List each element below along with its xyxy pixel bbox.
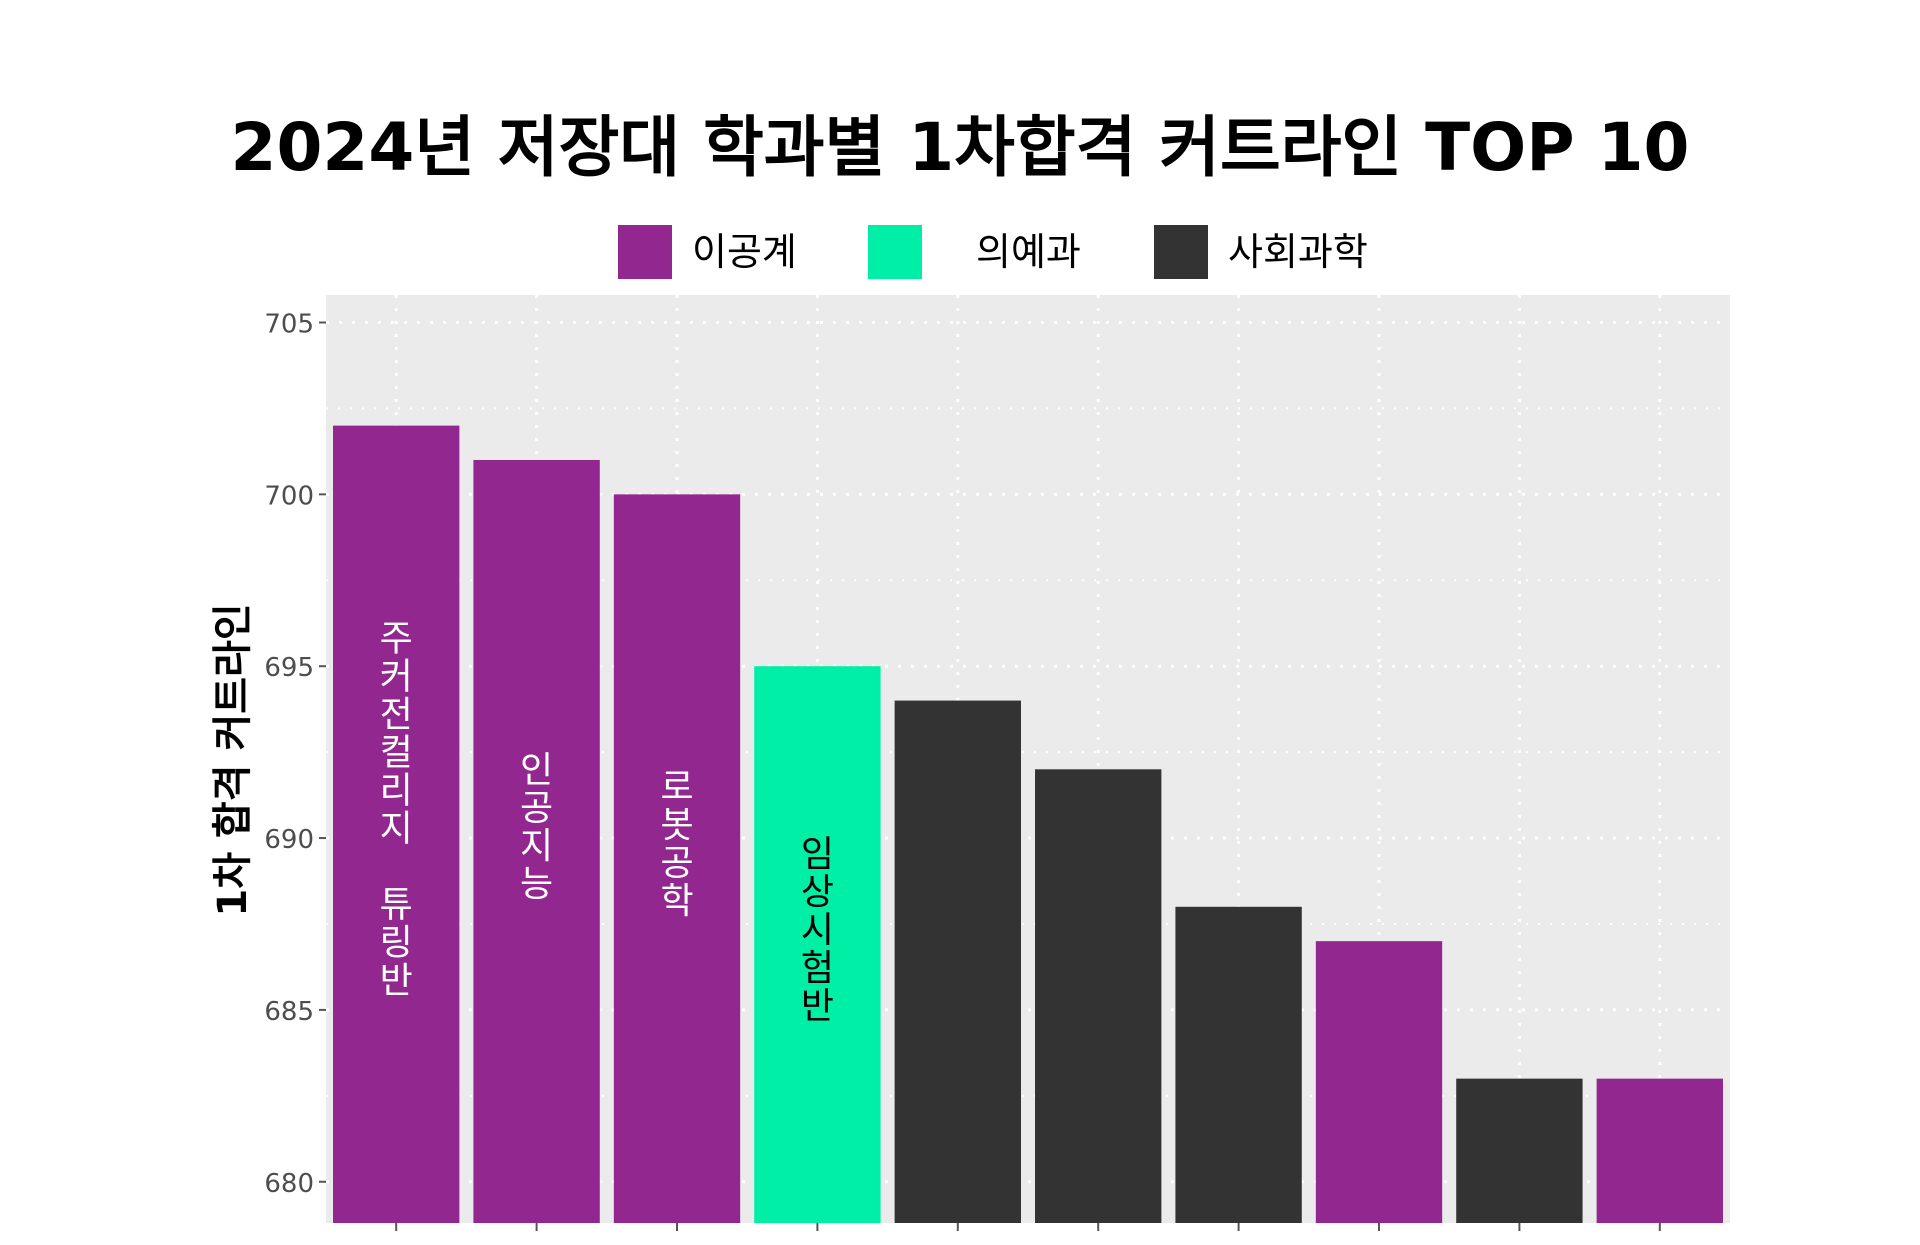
y-axis: 680 685 690 695 700 705 <box>264 309 326 1199</box>
bar <box>1596 1078 1723 1223</box>
bar <box>473 459 600 1223</box>
legend-swatch <box>618 225 672 279</box>
legend-label: 의예과 <box>976 230 1081 274</box>
legend-label: 사회과학 <box>1228 230 1368 274</box>
y-tick-label: 690 <box>264 825 314 855</box>
bar <box>894 700 1021 1223</box>
bar <box>333 425 460 1223</box>
legend-swatch <box>1154 225 1208 279</box>
chart-title: 2024년 저장대 학과별 1차합격 커트라인 TOP 10 <box>231 109 1690 186</box>
bar <box>754 666 881 1223</box>
y-tick-label: 705 <box>264 309 314 339</box>
bar <box>1315 941 1443 1223</box>
bar <box>613 494 741 1223</box>
x-axis <box>395 1223 1661 1231</box>
y-tick-label: 695 <box>264 653 314 683</box>
y-tick-label: 700 <box>264 481 314 511</box>
legend: 이공계 의예과 사회과학 <box>618 225 1368 279</box>
y-tick-label: 685 <box>264 997 314 1027</box>
bar <box>1456 1078 1583 1223</box>
legend-swatch <box>868 225 922 279</box>
bar <box>1175 906 1302 1223</box>
y-axis-label: 1차 합격 커트라인 <box>210 603 256 916</box>
legend-label: 이공계 <box>692 230 797 274</box>
bar <box>1035 769 1162 1223</box>
y-tick-label: 680 <box>264 1169 314 1199</box>
